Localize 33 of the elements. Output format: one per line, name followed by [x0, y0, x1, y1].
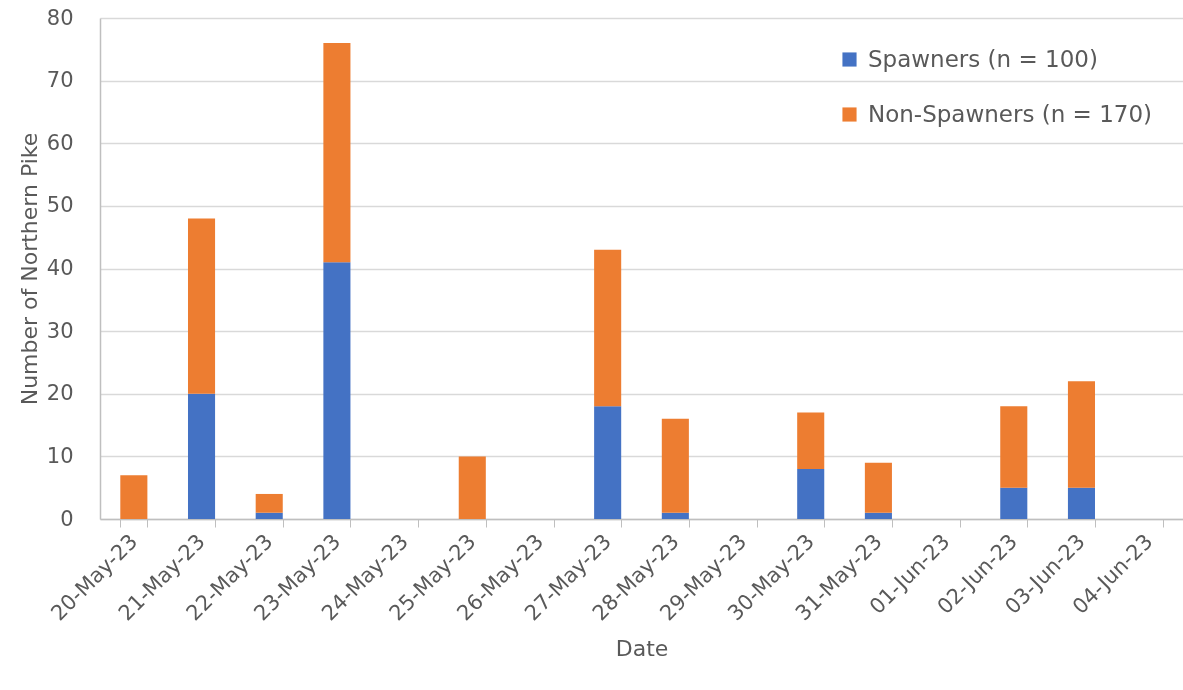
bar	[864, 512, 892, 519]
bar	[1067, 487, 1096, 519]
y-tick-label: 20	[46, 381, 74, 406]
bar	[661, 512, 689, 519]
bar	[797, 468, 825, 519]
legend-label: Non-Spawners (n = 170)	[868, 100, 1153, 127]
bar	[594, 406, 622, 519]
bar	[323, 43, 351, 263]
bar	[1000, 406, 1028, 488]
bar	[120, 475, 148, 519]
y-tick-label: 80	[46, 5, 74, 30]
bar	[458, 456, 486, 519]
bar	[255, 512, 283, 519]
bar	[594, 249, 622, 407]
bar	[323, 262, 351, 519]
legend-label: Spawners (n = 100)	[868, 45, 1098, 72]
bar	[1067, 381, 1096, 488]
y-tick-label: 0	[60, 506, 74, 531]
bar	[255, 493, 283, 513]
y-tick-label: 60	[46, 130, 74, 155]
bar	[661, 418, 689, 513]
bar	[864, 462, 892, 513]
y-tick-label: 50	[46, 193, 74, 218]
y-tick-label: 10	[46, 443, 74, 468]
bar	[187, 393, 216, 519]
bar	[797, 412, 825, 469]
bar	[187, 218, 216, 394]
y-tick-label: 30	[46, 318, 74, 343]
x-axis-title: Date	[615, 635, 669, 661]
bar	[1000, 487, 1028, 519]
y-tick-label: 70	[46, 68, 74, 93]
y-tick-label: 40	[46, 256, 74, 280]
y-axis-title: Number of Northern Pike	[16, 132, 42, 406]
